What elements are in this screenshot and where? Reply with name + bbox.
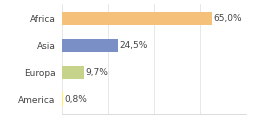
Bar xyxy=(62,92,64,106)
Bar xyxy=(62,66,84,79)
Text: 65,0%: 65,0% xyxy=(213,14,242,23)
Text: 24,5%: 24,5% xyxy=(119,41,148,50)
Text: 9,7%: 9,7% xyxy=(85,68,108,77)
Text: 0,8%: 0,8% xyxy=(65,95,87,104)
Bar xyxy=(62,39,118,52)
Bar xyxy=(62,12,212,25)
